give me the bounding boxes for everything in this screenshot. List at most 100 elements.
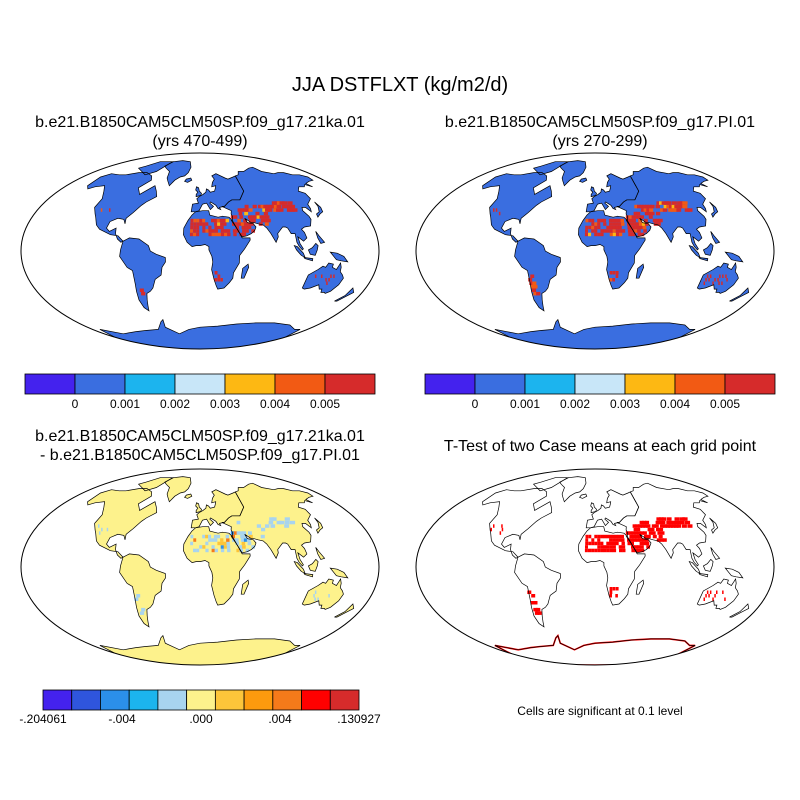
grid-cell — [643, 531, 647, 535]
grid-cell — [193, 229, 197, 233]
grid-cell — [597, 545, 601, 549]
grid-cell — [190, 229, 193, 233]
grid-cell — [193, 232, 197, 237]
coastline-jav — [303, 257, 314, 262]
grid-cell — [594, 232, 598, 237]
grid-cell — [674, 520, 680, 525]
grid-cell — [636, 527, 641, 532]
land-sam — [119, 553, 166, 627]
land-nam — [482, 172, 552, 243]
grid-cell — [287, 201, 293, 205]
grid-cell — [256, 215, 261, 219]
grid-cell — [196, 232, 200, 237]
grid-cell — [594, 534, 598, 539]
grid-cell — [597, 222, 601, 226]
grid-cell — [655, 218, 660, 223]
grid-cell — [533, 285, 538, 289]
grid-cell — [225, 218, 229, 223]
grid-cell — [644, 218, 648, 223]
land-ng — [330, 252, 348, 262]
grid-cell — [632, 524, 637, 528]
grid-cell — [220, 548, 225, 553]
grid-cell — [226, 229, 231, 233]
grid-cell — [640, 531, 644, 535]
grid-cell — [643, 524, 648, 528]
grid-cell — [196, 548, 200, 553]
globe-outline — [20, 152, 380, 350]
grid-cell — [196, 218, 200, 223]
grid-cell — [333, 274, 335, 278]
grid-cell — [637, 548, 642, 553]
grid-cell — [676, 520, 682, 525]
grid-cell — [537, 611, 542, 615]
colorbar-abs-left — [24, 373, 376, 395]
grid-cell — [244, 204, 249, 209]
grid-cell — [612, 541, 616, 546]
grid-cell — [638, 534, 642, 539]
grid-cell — [223, 545, 228, 549]
grid-cell — [705, 594, 707, 598]
grid-cell — [646, 534, 651, 539]
colorbar-swatch — [214, 689, 245, 711]
grid-cell — [235, 222, 239, 226]
coastline-ell — [137, 477, 174, 492]
land-bor — [308, 243, 319, 256]
grid-cell — [612, 225, 616, 230]
grid-cell — [202, 545, 206, 549]
grid-cell — [638, 222, 643, 226]
grid-cell — [244, 225, 249, 230]
grid-cell — [265, 204, 271, 209]
grid-cell — [289, 208, 295, 212]
coastline-jap — [709, 517, 719, 534]
grid-cell — [237, 208, 242, 212]
grid-cell — [662, 524, 668, 528]
colorbar-swatch — [128, 689, 159, 711]
grid-cell — [585, 538, 589, 542]
grid-cell — [655, 204, 660, 209]
globe-background — [21, 469, 379, 665]
grid-cell — [648, 531, 653, 535]
land-eur — [191, 489, 244, 528]
coastline-sam — [514, 237, 561, 312]
grid-cell — [618, 545, 623, 549]
grid-cell — [660, 524, 665, 528]
grid-cell — [671, 204, 677, 209]
grid-cell — [584, 548, 588, 553]
grid-cell — [609, 538, 613, 542]
coastline-sam — [119, 553, 166, 628]
land-uk — [590, 186, 597, 197]
grid-cell — [659, 538, 664, 542]
grid-cell — [220, 278, 223, 282]
grid-cell — [615, 271, 619, 275]
grid-cell — [643, 229, 647, 233]
grid-cell — [612, 222, 616, 226]
grid-cell — [284, 520, 290, 525]
coastline-asia — [616, 482, 709, 567]
panel-3-title-line1: b.e21.B1850CAM5CLM50SP.f09_g17.21ka.01 — [35, 428, 365, 445]
grid-cell — [618, 222, 622, 226]
grid-cell — [246, 538, 251, 542]
grid-cell — [597, 232, 601, 237]
grid-cell — [597, 548, 601, 553]
grid-cell — [495, 208, 498, 212]
grid-cell — [534, 611, 540, 615]
colorbar-tick-label: -.004 — [108, 712, 136, 726]
coastline-ice — [579, 177, 588, 183]
grid-cell — [205, 534, 209, 539]
grid-cell — [248, 208, 253, 212]
grid-cell — [211, 538, 215, 542]
grid-cell — [628, 215, 633, 219]
grid-cell — [635, 222, 640, 226]
grid-cell — [271, 204, 276, 209]
land-mad — [636, 264, 644, 279]
grid-cell — [633, 527, 638, 532]
grid-cell — [241, 541, 246, 546]
grid-cell — [621, 222, 625, 226]
panel-2-title-line2: (yrs 270-299) — [552, 133, 648, 150]
grid-cell — [591, 225, 595, 230]
grid-cell — [109, 208, 111, 212]
coastline-eur — [585, 489, 640, 529]
grid-cell — [490, 527, 492, 532]
land-sam — [514, 237, 561, 311]
grid-cell — [631, 531, 636, 535]
